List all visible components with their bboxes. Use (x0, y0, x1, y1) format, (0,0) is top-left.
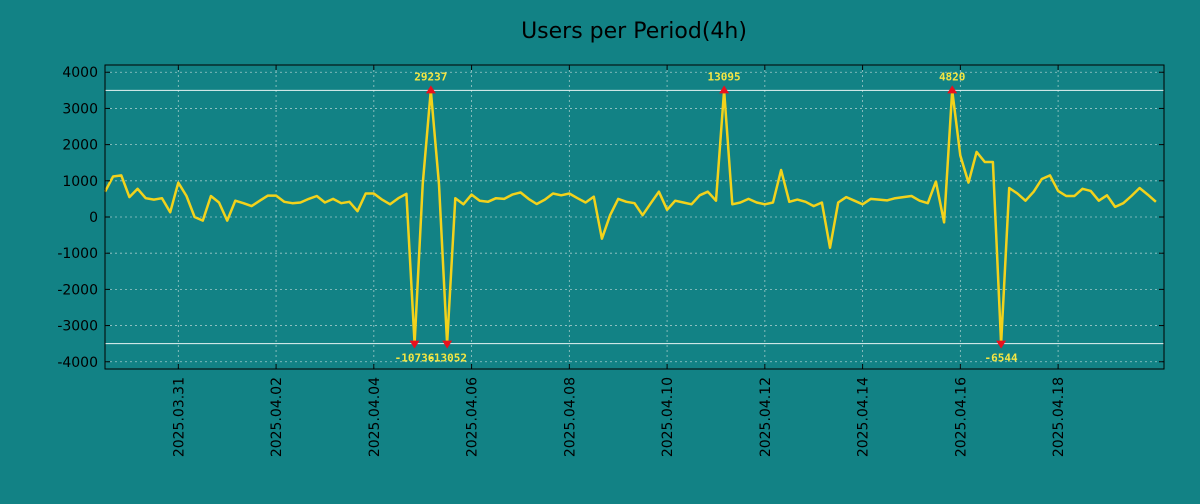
x-tick-label: 2025.04.16 (953, 377, 969, 457)
y-tick-label: 0 (89, 210, 98, 226)
y-tick-label: -3000 (57, 319, 98, 335)
y-tick-label: -4000 (57, 355, 98, 371)
trough-marker (996, 340, 1007, 349)
y-axis: 4000 3000 2000 1000 0 -1000 -2000 -3000 -4000 (57, 65, 1164, 371)
markers (409, 85, 1007, 349)
clip-lines (105, 89, 1164, 345)
x-axis: 2025.03.31 2025.04.02 2025.04.04 2025.04.06… (171, 65, 1067, 457)
peak-marker (719, 85, 730, 94)
x-tick-label: 2025.04.02 (269, 377, 285, 457)
peak-marker (947, 85, 958, 94)
y-tick-label: 2000 (62, 138, 98, 154)
trough-marker (409, 340, 420, 349)
y-tick-label: 4000 (62, 65, 98, 81)
y-tick-label: 3000 (62, 101, 98, 117)
peak-label: 4820 (939, 70, 966, 83)
x-tick-label: 2025.04.08 (562, 377, 578, 457)
y-tick-label: -2000 (57, 282, 98, 298)
trough-label: -13052 (427, 352, 467, 365)
peak-label: 29237 (414, 70, 447, 83)
x-tick-label: 2025.04.14 (856, 377, 872, 457)
chart-title: Users per Period(4h) (521, 19, 747, 44)
y-tick-label: -1000 (57, 246, 98, 262)
series-layer (103, 89, 1157, 345)
x-tick-label: 2025.04.10 (660, 377, 676, 457)
x-tick-label: 2025.04.18 (1051, 377, 1067, 457)
annotations: 29237 -10736-13052 13095 4820 -6544 (395, 70, 1018, 364)
peak-marker (425, 85, 436, 94)
x-tick-label: 2025.04.06 (465, 377, 481, 457)
y-tick-label: 1000 (62, 174, 98, 190)
x-tick-label: 2025.04.04 (367, 377, 383, 457)
trough-label: -10736 (395, 352, 435, 365)
grid (105, 65, 1164, 369)
peak-label: 13095 (708, 70, 741, 83)
trough-marker (442, 340, 453, 349)
x-tick-label: 2025.04.12 (758, 377, 774, 457)
x-tick-label: 2025.03.31 (171, 377, 187, 457)
series-line (103, 89, 1157, 345)
trough-label: -6544 (985, 352, 1018, 365)
